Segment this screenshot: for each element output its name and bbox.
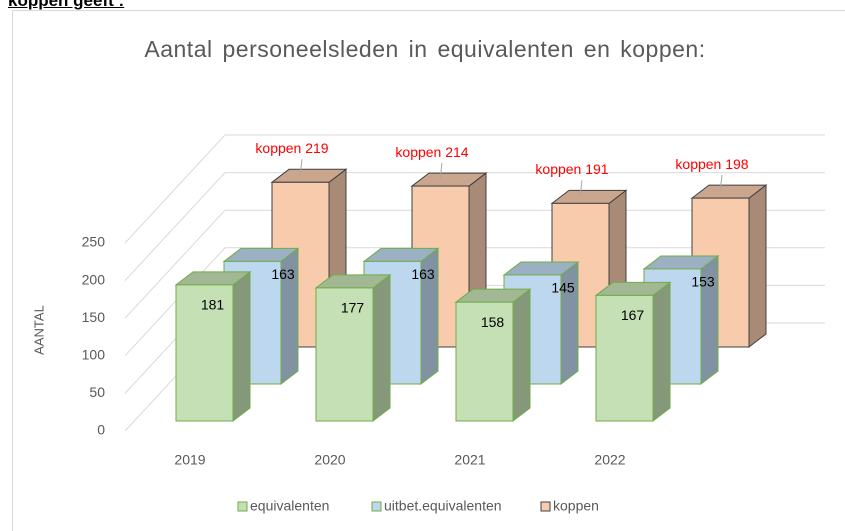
y-tick-label: 0 [97,422,105,438]
data-label: koppen 219 [255,140,328,156]
grid-line [124,172,825,281]
bar-side [512,288,531,423]
leader-line [299,159,303,177]
y-tick-label: 50 [89,384,105,400]
bar [595,294,654,422]
legend-swatch [540,501,551,512]
bar-side [652,281,671,423]
data-label: 163 [271,266,295,282]
heading: koppen geeft : [8,0,125,10]
leader-line [579,180,583,198]
y-tick-label: 200 [82,271,106,287]
x-tick-label: 2022 [594,452,625,468]
bar-side [748,184,767,349]
data-label: koppen 214 [395,144,468,160]
bar-side [372,273,391,423]
bar-side [232,270,251,423]
data-label: 181 [201,297,225,313]
grid-line [124,134,825,244]
y-tick-label: 250 [82,234,106,250]
data-label: koppen 191 [535,161,608,177]
data-label: 153 [691,274,715,290]
data-label: 145 [551,280,575,296]
data-label: 158 [481,314,505,330]
x-tick-label: 2020 [314,452,345,468]
legend-swatch [371,501,382,512]
leader-line [719,175,723,193]
y-tick-label: 100 [82,347,106,363]
y-tick-label: 150 [82,309,106,325]
data-label: 163 [411,266,435,282]
bar [455,301,514,422]
legend-label: uitbet.equivalenten [384,498,502,514]
x-tick-label: 2021 [454,452,485,468]
y-axis-label: AANTAL [31,305,46,355]
x-tick-label: 2019 [174,452,205,468]
legend-swatch [237,501,248,512]
data-label: 177 [341,300,365,316]
leader-line [439,163,443,181]
chart-title: Aantal personeelsleden in equivalenten e… [144,36,706,62]
bar [175,284,234,422]
bar [315,287,374,422]
data-label: 167 [621,307,645,323]
legend-label: equivalenten [250,498,329,514]
legend-label: koppen [553,498,599,514]
data-label: koppen 198 [675,156,748,172]
